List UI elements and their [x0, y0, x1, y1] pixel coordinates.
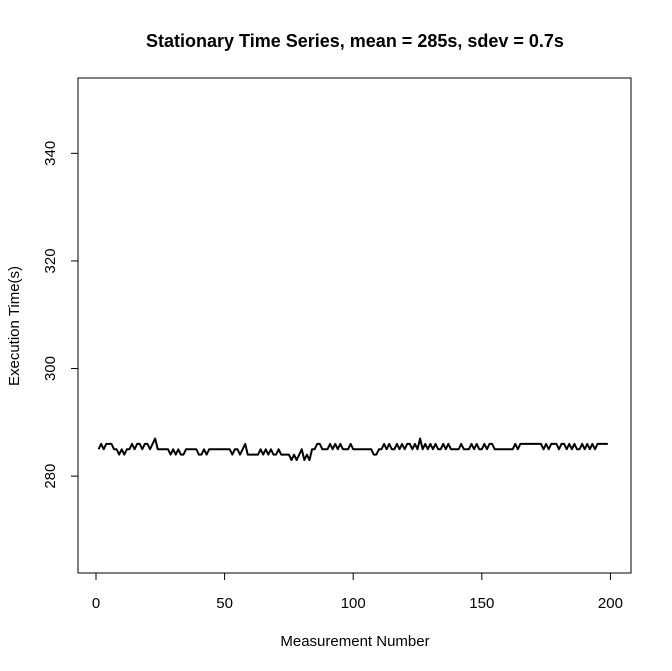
x-tick-label: 200 [598, 595, 623, 612]
x-axis-label: Measurement Number [280, 633, 429, 650]
x-tick-label: 50 [216, 595, 233, 612]
y-axis: 280 300 320 340 [42, 141, 79, 489]
plot-area-frame [77, 77, 632, 574]
x-tick-label: 100 [341, 595, 366, 612]
chart-title: Stationary Time Series, mean = 285s, sde… [146, 31, 564, 51]
series-line [97, 437, 608, 462]
x-tick-label: 150 [469, 595, 494, 612]
x-axis: 0 50 100 150 200 [92, 572, 623, 612]
y-tick-label: 280 [42, 464, 59, 489]
y-tick-label: 340 [42, 141, 59, 166]
y-axis-label: Execution Time(s) [6, 266, 23, 386]
y-tick-label: 320 [42, 248, 59, 273]
x-tick-label: 0 [92, 595, 100, 612]
y-tick-label: 300 [42, 356, 59, 381]
